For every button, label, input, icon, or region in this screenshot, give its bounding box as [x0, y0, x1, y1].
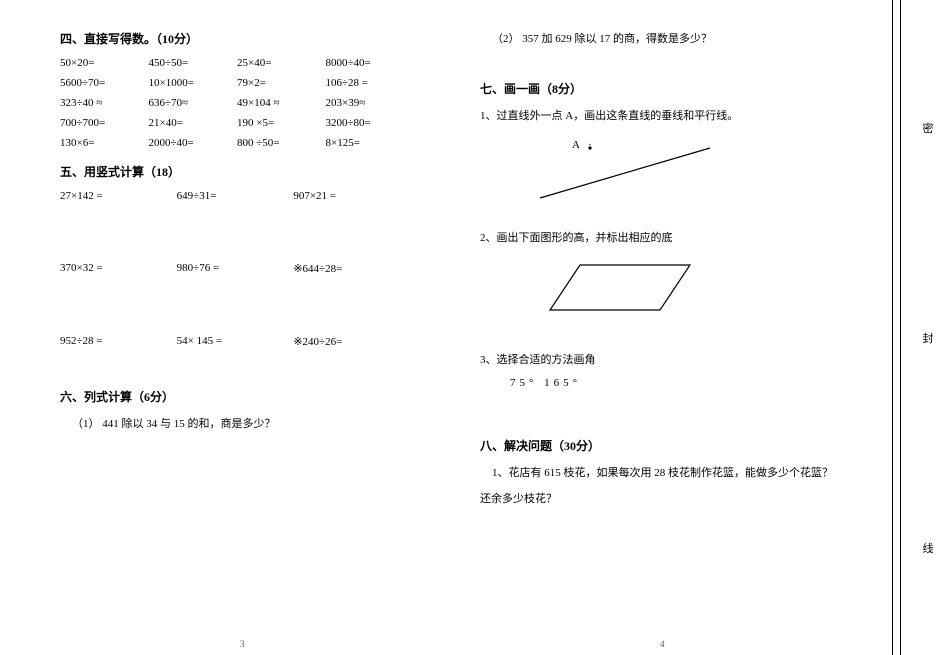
angle-values: 75° 165° [510, 377, 850, 389]
binding-rule-1 [892, 0, 893, 655]
point-a-label: A [572, 139, 580, 151]
point-dot-label: · [588, 139, 592, 151]
parallelogram-svg [510, 255, 730, 325]
section-6-q1: （1） 441 除以 34 与 15 的和，商是多少？ [72, 415, 410, 431]
cell: 54× 145 = [177, 335, 294, 348]
section-8-title: 八、解决问题（30分） [480, 437, 850, 454]
line-point-diagram: A · [510, 133, 730, 213]
section-8-q1b: 还余多少枝花？ [480, 490, 850, 506]
cell: 907×21 = [293, 190, 410, 202]
section-7-q1: 1、过直线外一点 A，画出这条直线的垂线和平行线。 [480, 107, 850, 123]
rail-char-xian: 线 [919, 540, 937, 556]
cell: 50×20= [60, 57, 145, 69]
cell: ※240÷26= [293, 335, 410, 348]
vertical-calc-row: 370×32 = 980÷76 = ※644÷28= [60, 262, 410, 275]
page-number-left: 3 [240, 639, 245, 649]
rail-char-mi: 密 [919, 120, 937, 136]
section-7-q3: 3、选择合适的方法画角 [480, 351, 850, 367]
cell: 25×40= [237, 57, 322, 69]
section-6-title: 六、列式计算（6分） [60, 388, 410, 405]
page-spread: 四、直接写得数。（10分） 50×20= 450÷50= 25×40= 8000… [0, 0, 945, 655]
rail-char-feng: 封 [919, 330, 937, 346]
cell: 27×142 = [60, 190, 177, 202]
cell: 21×40= [149, 117, 234, 129]
cell: 79×2= [237, 77, 322, 89]
section-8-q1a: 1、花店有 615 枝花，如果每次用 28 枝花制作花篮，能做多少个花篮？ [492, 464, 850, 480]
section-4-title: 四、直接写得数。（10分） [60, 30, 410, 47]
cell: 203×39≈ [326, 97, 411, 109]
right-column: （2） 357 加 629 除以 17 的商，得数是多少？ 七、画一画（8分） … [440, 0, 880, 655]
left-column: 四、直接写得数。（10分） 50×20= 450÷50= 25×40= 8000… [0, 0, 440, 655]
vertical-calc-row: 27×142 = 649÷31= 907×21 = [60, 190, 410, 202]
section-5-title: 五、用竖式计算（18） [60, 163, 410, 180]
binding-rule-2 [900, 0, 901, 655]
cell: 636÷70≈ [149, 97, 234, 109]
cell: 3200÷80= [326, 117, 411, 129]
cell: 8×125= [326, 137, 411, 149]
cell: 980÷76 = [177, 262, 294, 275]
cell: 450÷50= [149, 57, 234, 69]
cell: 2000÷40= [149, 137, 234, 149]
vertical-calc-row: 952÷28 = 54× 145 = ※240÷26= [60, 335, 410, 348]
cell: 800 ÷50= [237, 137, 322, 149]
cell: 106÷28 = [326, 77, 411, 89]
cell: 130×6= [60, 137, 145, 149]
cell: 190 ×5= [237, 117, 322, 129]
cell: 370×32 = [60, 262, 177, 275]
parallelogram-diagram [510, 255, 730, 335]
page-number-right: 4 [660, 639, 665, 649]
cell: 5600÷70= [60, 77, 145, 89]
mental-math-grid: 50×20= 450÷50= 25×40= 8000÷40= 5600÷70= … [60, 57, 410, 149]
cell: 49×104 ≈ [237, 97, 322, 109]
cell: 952÷28 = [60, 335, 177, 348]
cell: 10×1000= [149, 77, 234, 89]
section-6-q2: （2） 357 加 629 除以 17 的商，得数是多少？ [492, 30, 850, 46]
cell: 323÷40 ≈ [60, 97, 145, 109]
cell: 700÷700= [60, 117, 145, 129]
section-7-title: 七、画一画（8分） [480, 80, 850, 97]
line-svg [510, 133, 730, 213]
cell: 649÷31= [177, 190, 294, 202]
section-7-q2: 2、画出下面图形的高，并标出相应的底 [480, 229, 850, 245]
cell: 8000÷40= [326, 57, 411, 69]
cell: ※644÷28= [293, 262, 410, 275]
